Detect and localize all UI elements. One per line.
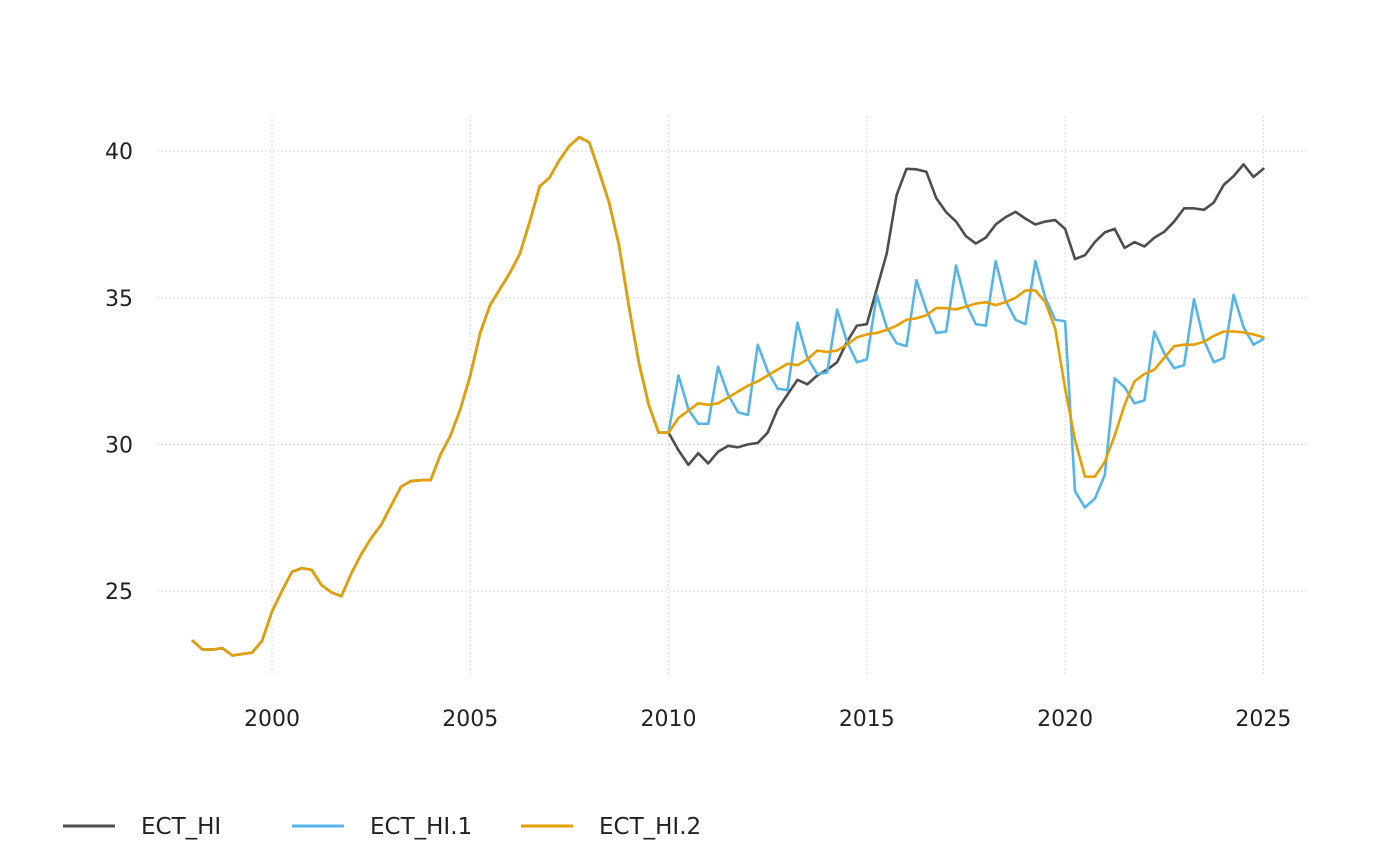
legend: ECT_HI ECT_HI.1 ECT_HI.2 (63, 814, 701, 840)
series-line-ect-hi-2 (191, 135, 1265, 657)
y-tick-label: 40 (105, 140, 133, 165)
y-tick-label: 35 (105, 287, 133, 312)
series-layer (191, 135, 1265, 657)
x-tick-label: 2025 (1235, 707, 1291, 732)
legend-label: ECT_HI (141, 814, 221, 840)
x-tick-label: 2020 (1037, 707, 1093, 732)
grid-layer (157, 116, 1307, 676)
y-tick-label: 30 (105, 433, 133, 458)
x-tick-label: 2005 (442, 707, 498, 732)
legend-label: ECT_HI.2 (599, 814, 701, 840)
axis-layer: 2000 2005 2010 2015 2020 2025 25 30 35 40 (105, 140, 1291, 732)
x-tick-label: 2000 (244, 707, 300, 732)
legend-label: ECT_HI.1 (370, 814, 472, 840)
y-tick-label: 25 (105, 580, 133, 605)
x-tick-label: 2010 (641, 707, 697, 732)
x-tick-label: 2015 (839, 707, 895, 732)
legend-item: ECT_HI.1 (292, 814, 472, 840)
legend-item: ECT_HI (63, 814, 221, 840)
legend-item: ECT_HI.2 (521, 814, 701, 840)
